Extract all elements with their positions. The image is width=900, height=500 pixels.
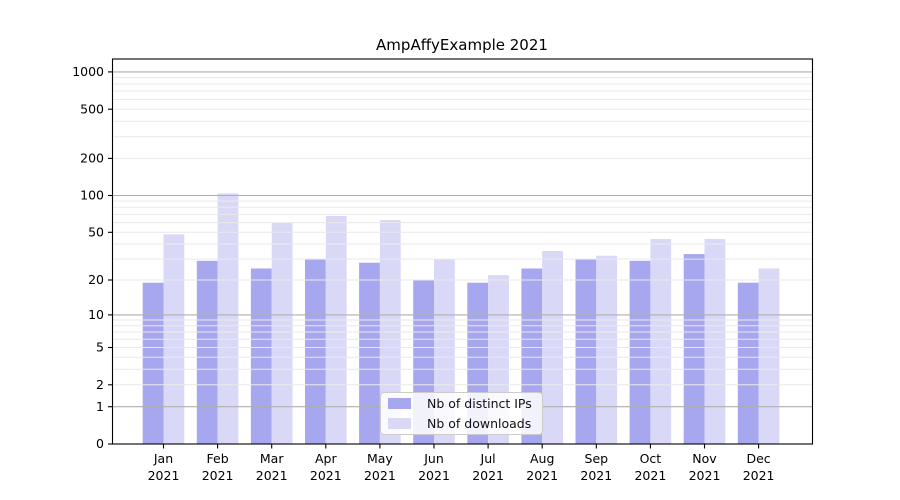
x-tick-label: Jun [423,451,444,466]
y-tick-label: 1000 [72,64,104,79]
x-tick-label: 2021 [148,468,180,483]
figure: 0 1 2 5 10 20 50 100 200 500 1000 Jan 2021 Feb 2021 Mar… [0,0,900,500]
bar-nb-of-distinct-ips-mar-2021 [251,269,272,445]
x-tick-label: 2021 [580,468,612,483]
y-tick-label: 2 [96,377,104,392]
bar-nb-of-distinct-ips-apr-2021 [305,259,326,444]
y-tick-label: 20 [88,272,104,287]
x-tick-label: 2021 [689,468,721,483]
bar-nb-of-distinct-ips-nov-2021 [684,254,705,444]
bar-nb-of-distinct-ips-may-2021 [359,263,380,444]
bar-nb-of-downloads-sep-2021 [596,256,617,444]
y-tick-label: 5 [96,340,104,355]
x-tick-label: 2021 [364,468,396,483]
bar-nb-of-distinct-ips-sep-2021 [576,259,597,444]
x-tick-label: Dec [746,451,770,466]
bar-nb-of-distinct-ips-jan-2021 [143,283,164,444]
x-tick-label: 2021 [634,468,666,483]
legend-label-distinct-ips: Nb of distinct IPs [427,395,532,412]
x-tick-label: Sep [585,451,609,466]
bar-nb-of-downloads-mar-2021 [272,223,293,444]
chart-title: AmpAffyExample 2021 [376,36,548,54]
y-tick-label: 100 [80,188,104,203]
y-tick-label: 500 [80,101,104,116]
x-tick-label: Nov [692,451,717,466]
y-tick-label: 10 [88,307,104,322]
bar-nb-of-downloads-apr-2021 [326,216,347,444]
legend-swatch-distinct-ips [388,398,411,409]
y-tick-label: 50 [88,225,104,240]
bar-nb-of-downloads-oct-2021 [650,239,671,444]
x-tick-label: Feb [207,451,229,466]
x-tick-label: 2021 [472,468,504,483]
x-tick-label: Mar [260,451,284,466]
x-tick-label: Jan [153,451,173,466]
bar-nb-of-downloads-nov-2021 [705,239,726,444]
legend-item-downloads: Nb of downloads [381,415,542,432]
x-tick-label: Jul [480,451,496,466]
legend-swatch-downloads [388,418,411,429]
bar-nb-of-distinct-ips-dec-2021 [738,283,759,444]
y-tick-label: 200 [80,151,104,166]
bar-nb-of-distinct-ips-feb-2021 [197,261,218,444]
x-tick-label: May [367,451,393,466]
x-tick-label: 2021 [310,468,342,483]
bar-nb-of-distinct-ips-oct-2021 [630,261,651,444]
bar-nb-of-downloads-dec-2021 [759,269,780,445]
x-tick-label: 2021 [202,468,234,483]
legend-item-distinct-ips: Nb of distinct IPs [381,395,542,412]
legend: Nb of distinct IPs Nb of downloads [380,392,543,435]
x-tick-label: 2021 [743,468,775,483]
x-tick-label: Apr [315,451,337,466]
x-tick-label: Aug [530,451,554,466]
x-tick-label: 2021 [526,468,558,483]
x-tick-label: 2021 [418,468,450,483]
legend-label-downloads: Nb of downloads [427,415,531,432]
x-tick-label: 2021 [256,468,288,483]
y-tick-label: 1 [96,399,104,414]
y-tick-label: 0 [96,436,104,451]
x-tick-label: Oct [640,451,662,466]
